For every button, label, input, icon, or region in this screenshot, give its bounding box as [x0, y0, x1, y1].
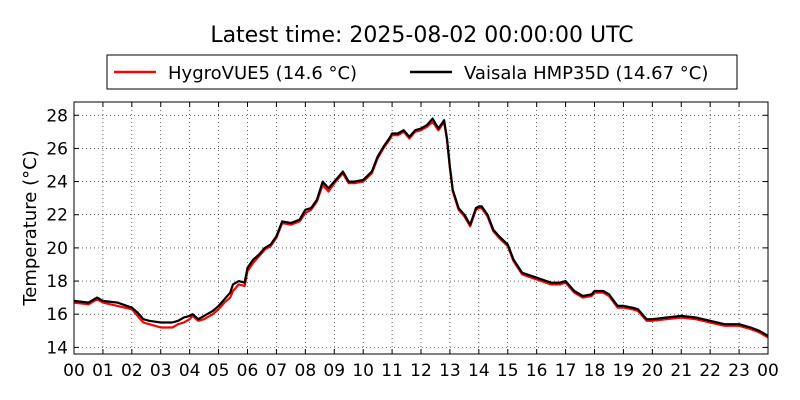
x-tick-label: 13 [439, 361, 461, 381]
x-tick-label: 15 [497, 361, 519, 381]
x-tick-label: 22 [699, 361, 721, 381]
x-tick-label: 17 [555, 361, 577, 381]
y-tick-label: 22 [46, 206, 68, 226]
x-tick-label: 09 [323, 361, 345, 381]
x-tick-label: 20 [642, 361, 664, 381]
x-tick-label: 21 [670, 361, 692, 381]
legend-label-vaisala: Vaisala HMP35D (14.67 °C) [464, 63, 708, 84]
y-tick-label: 28 [46, 106, 68, 126]
x-axis: 00 01 02 03 04 05 06 07 08 09 10 11 12 13 14 15 16 17 18 19… [63, 102, 779, 381]
x-tick-label: 01 [92, 361, 114, 381]
x-tick-label: 00 [757, 361, 779, 381]
y-tick-label: 26 [46, 139, 68, 159]
x-tick-label: 05 [208, 361, 230, 381]
y-tick-label: 24 [46, 173, 68, 193]
x-tick-label: 16 [526, 361, 548, 381]
series-line-vaisala [73, 117, 769, 337]
x-tick-label: 07 [266, 361, 288, 381]
grid-lines [74, 102, 768, 354]
legend: HygroVUE5 (14.6 °C) Vaisala HMP35D (14.6… [106, 54, 738, 90]
x-tick-label: 00 [63, 361, 85, 381]
x-tick-label: 02 [121, 361, 143, 381]
y-axis: 14 16 18 20 22 24 26 28 [46, 106, 768, 358]
x-tick-label: 14 [468, 361, 490, 381]
x-tick-label: 11 [381, 361, 403, 381]
plot-frame [73, 101, 769, 355]
x-tick-label: 10 [352, 361, 374, 381]
y-tick-label: 16 [46, 305, 68, 325]
plot-series [73, 117, 769, 339]
x-tick-label: 03 [150, 361, 172, 381]
y-tick-label: 20 [46, 239, 68, 259]
x-tick-label: 04 [179, 361, 201, 381]
legend-label-hygrovue: HygroVUE5 (14.6 °C) [168, 63, 357, 84]
x-tick-label: 12 [410, 361, 432, 381]
y-axis-label: Temperature (°C) [20, 150, 41, 306]
chart-title: Latest time: 2025-08-02 00:00:00 UTC [210, 23, 633, 48]
x-tick-label: 19 [613, 361, 635, 381]
x-tick-label: 08 [295, 361, 317, 381]
series-line-hygrovue [73, 120, 769, 339]
x-tick-label: 18 [584, 361, 606, 381]
y-tick-label: 14 [46, 338, 68, 358]
x-tick-label: 06 [237, 361, 259, 381]
x-tick-label: 23 [728, 361, 750, 381]
y-tick-label: 18 [46, 272, 68, 292]
